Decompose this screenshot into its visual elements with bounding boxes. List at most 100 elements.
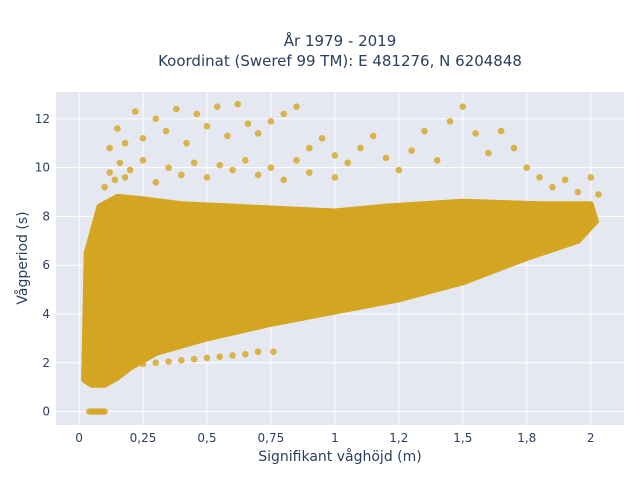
scatter-point: [408, 147, 415, 154]
scatter-point: [344, 159, 351, 167]
scatter-point: [331, 174, 339, 181]
scatter-point: [318, 135, 326, 142]
scatter-point: [234, 100, 241, 108]
scatter-point: [536, 174, 543, 181]
scatter-point: [382, 154, 390, 162]
scatter-point: [523, 164, 531, 171]
scatter-point: [216, 353, 224, 360]
x-tick-label: 1: [331, 431, 339, 445]
x-axis-title: Signifikant våghöjd (m): [258, 448, 421, 465]
scatter-point: [293, 157, 300, 164]
scatter-point: [267, 164, 275, 171]
y-axis-title: Vågperiod (s): [14, 211, 31, 304]
scatter-point: [106, 144, 114, 152]
scatter-point: [267, 117, 275, 125]
scatter-point: [190, 159, 198, 167]
scatter-point: [116, 159, 124, 167]
scatter-point: [242, 350, 249, 358]
scatter-point: [216, 161, 224, 169]
x-tick-label: 1,2: [389, 431, 408, 445]
scatter-point: [446, 117, 454, 125]
x-tick-label: 0: [75, 431, 83, 445]
scatter-point: [213, 103, 221, 110]
scatter-point: [106, 169, 114, 176]
scatter-point: [165, 358, 172, 365]
x-tick-label: 1,8: [517, 431, 536, 445]
scatter-point: [280, 176, 288, 184]
scatter-point: [421, 127, 428, 135]
x-tick-label: 0,75: [258, 431, 285, 445]
scatter-point: [305, 169, 313, 176]
scatter-point: [101, 408, 108, 415]
scatter-point: [472, 130, 479, 137]
scatter-point: [132, 108, 139, 115]
scatter-point: [395, 166, 403, 174]
y-tick-label: 4: [42, 307, 50, 321]
scatter-point: [152, 115, 160, 123]
scatter-point: [152, 178, 160, 186]
scatter-point: [242, 157, 249, 164]
scatter-point: [152, 359, 160, 367]
scatter-point: [162, 127, 170, 135]
y-tick-label: 6: [42, 258, 50, 272]
scatter-point: [331, 152, 339, 159]
scatter-point: [561, 176, 569, 184]
chart-title-line-1: År 1979 - 2019: [284, 31, 397, 50]
y-tick-label: 0: [42, 405, 50, 419]
scatter-point: [305, 144, 313, 152]
scatter-point: [254, 348, 262, 356]
x-tick-label: 0,5: [197, 431, 216, 445]
scatter-point: [139, 135, 147, 142]
scatter-point: [574, 188, 582, 196]
y-tick-label: 8: [42, 209, 50, 223]
scatter-point: [165, 164, 172, 171]
scatter-point: [369, 132, 377, 140]
scatter-point: [139, 360, 147, 368]
scatter-point: [595, 191, 602, 198]
scatter-point: [497, 127, 505, 135]
scatter-point: [183, 139, 190, 147]
scatter-point: [549, 183, 556, 191]
scatter-point: [270, 348, 277, 356]
scatter-point: [126, 363, 134, 370]
scatter-point: [280, 110, 288, 118]
scatter-point: [229, 352, 236, 359]
scatter-point: [293, 103, 300, 110]
scatter-point: [203, 174, 211, 181]
scatter-point: [433, 157, 441, 164]
scatter-point: [459, 103, 467, 110]
scatter-point: [244, 120, 252, 128]
scatter-point: [139, 157, 147, 164]
y-tick-label: 12: [35, 112, 50, 126]
chart-title-line-2: Koordinat (Sweref 99 TM): E 481276, N 62…: [158, 52, 522, 70]
scatter-point: [114, 125, 121, 132]
scatter-point: [111, 176, 119, 184]
scatter-point: [172, 105, 180, 113]
scatter-point: [357, 144, 364, 152]
scatter-point: [229, 166, 236, 174]
scatter-point: [178, 171, 185, 179]
scatter-point: [101, 183, 108, 191]
scatter-point: [114, 365, 121, 373]
scatter-points: [81, 100, 602, 415]
scatter-point: [101, 370, 108, 378]
scatter-point: [203, 354, 211, 362]
scatter-point: [203, 122, 211, 130]
tick-labels: 0 0,25 0,5 0,75 1 1,2 1,5 1,8 2 0 2 4 6 8 10 12: [35, 112, 595, 445]
scatter-point: [510, 144, 518, 152]
scatter-point: [224, 132, 231, 140]
y-tick-label: 10: [35, 161, 50, 175]
dense-point-cloud: [81, 193, 599, 388]
scatter-point: [193, 110, 201, 118]
scatter-point: [254, 130, 262, 137]
scatter-point: [190, 355, 198, 363]
scatter-point: [485, 149, 492, 157]
scatter-point: [121, 139, 129, 147]
x-tick-label: 2: [587, 431, 595, 445]
y-tick-label: 2: [42, 356, 50, 370]
scatter-point: [121, 174, 129, 181]
x-tick-label: 1,5: [453, 431, 472, 445]
scatter-point: [178, 357, 185, 364]
